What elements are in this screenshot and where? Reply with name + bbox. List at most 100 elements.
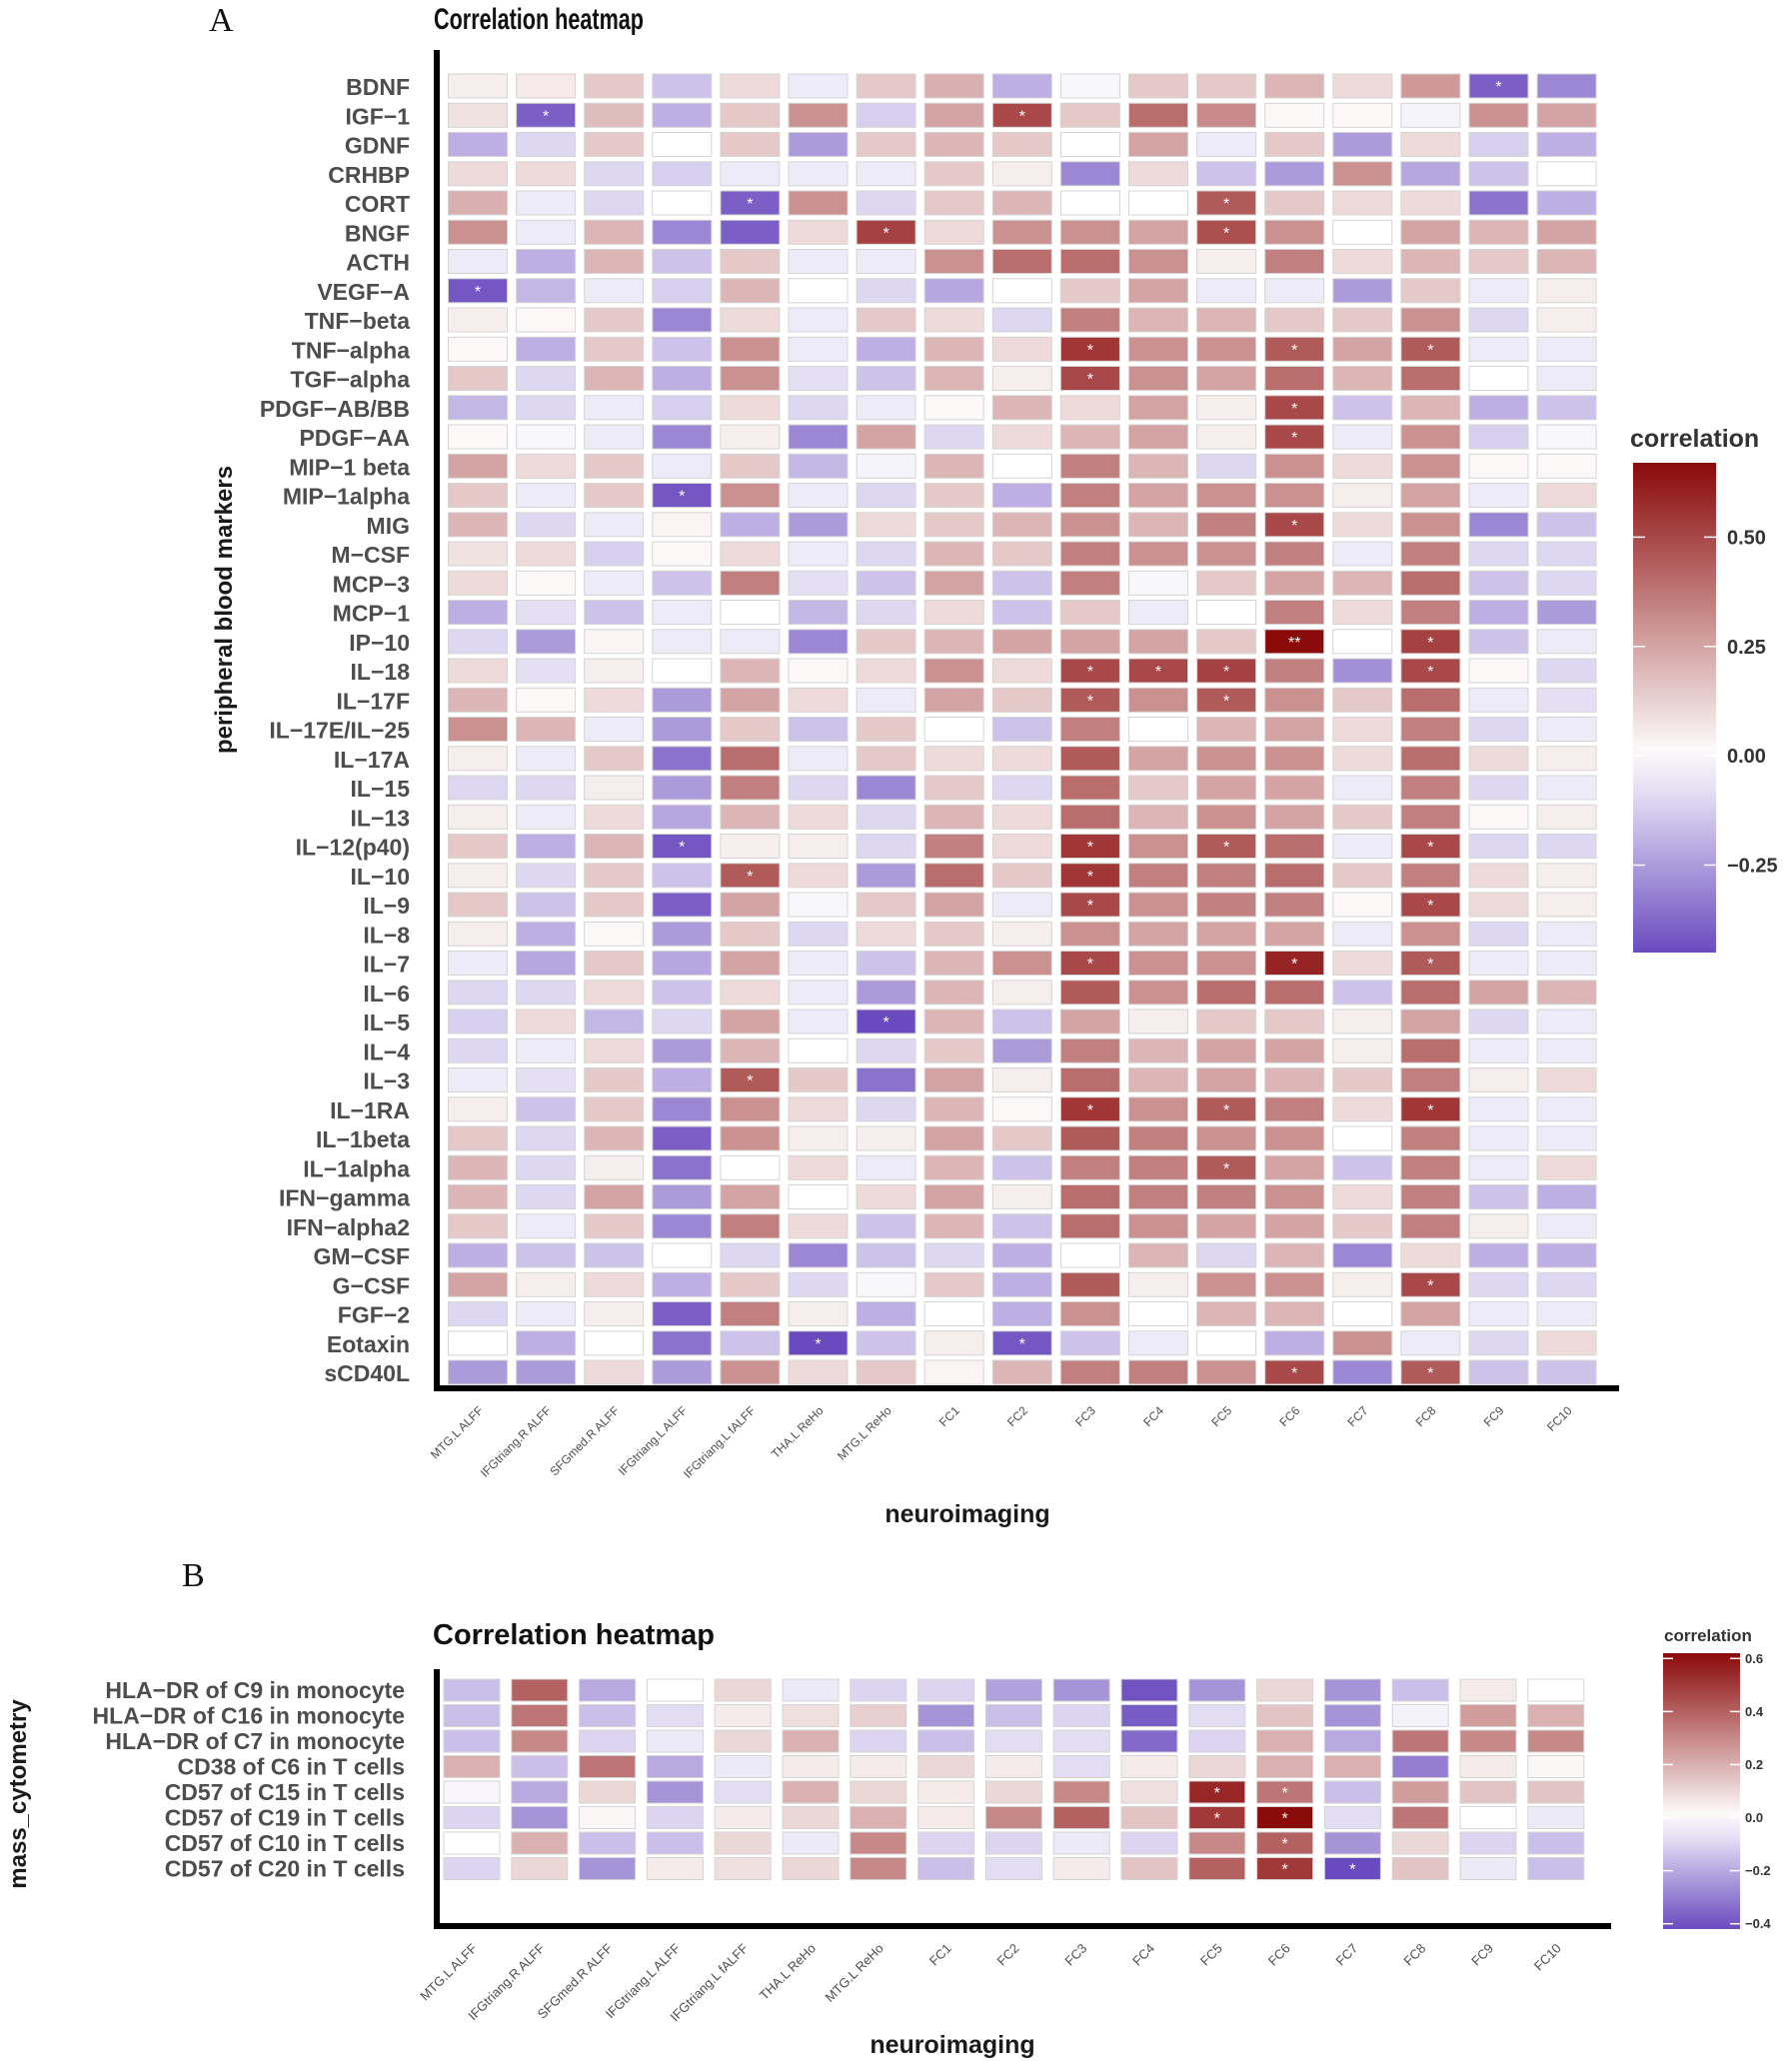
heatmap-cell [720,424,781,450]
heatmap-cell [1332,687,1393,713]
heatmap-cell [584,1271,645,1297]
heatmap-cell [448,717,508,742]
heatmap-cell [1128,834,1188,859]
heatmap-cell [448,1125,508,1151]
heatmap-cell [923,1125,984,1151]
significance-marker: * [815,1336,821,1353]
heatmap-cell [788,921,849,947]
heatmap-cell [652,395,713,421]
heatmap-cell [448,1184,508,1209]
heatmap-cell [720,1184,781,1209]
heatmap-cell [991,746,1052,772]
heatmap-cell [511,1729,569,1753]
heatmap-cell [1196,132,1257,157]
heatmap-cell [448,951,508,976]
heatmap-cell [991,863,1052,889]
heatmap-cell [1468,453,1529,479]
significance-marker: ** [1288,635,1300,652]
heatmap-cell [1468,1125,1529,1151]
heatmap-cell [714,1831,772,1855]
heatmap-cell [448,804,508,830]
heatmap-cell [1400,717,1461,742]
heatmap-cell [646,1831,704,1855]
heatmap-cell [1059,570,1120,596]
heatmap-cell [923,190,984,216]
heatmap-cell [1264,775,1325,801]
heatmap-cell [1400,1184,1461,1209]
heatmap-cell [720,219,781,245]
heatmap-cell [1332,600,1393,625]
heatmap-cell [923,1067,984,1092]
heatmap-cell [1400,1213,1461,1239]
heatmap-cell [1468,336,1529,362]
heatmap-cell [1128,424,1188,450]
heatmap-cell [1128,278,1188,304]
significance-marker: * [1087,840,1093,857]
heatmap-cell [1196,336,1257,362]
heatmap-cell [1332,1330,1393,1356]
heatmap-cell [788,1301,849,1326]
heatmap-cell [443,1857,501,1880]
heatmap-cell [1332,834,1393,859]
heatmap-cell [443,1704,501,1727]
heatmap-cell [443,1729,501,1753]
heatmap-cell [917,1678,975,1702]
heatmap-cell [1400,453,1461,479]
heatmap-cell [923,73,984,99]
heatmap-cell [1052,1806,1110,1829]
heatmap-cell [782,1806,840,1829]
significance-marker: * [1223,225,1229,242]
heatmap-cell [584,687,645,713]
heatmap-cell [1196,804,1257,830]
row-label: IL−1RA [330,1097,410,1123]
heatmap-cell [1536,1154,1597,1180]
heatmap-cell [1468,541,1529,567]
heatmap-cell [652,512,713,538]
heatmap-cell [788,1242,849,1268]
heatmap-cell [652,190,713,216]
row-label: IL−18 [351,659,411,685]
heatmap-cell [1400,1037,1461,1063]
heatmap-cell [1128,219,1188,245]
heatmap-cell [856,190,916,216]
heatmap-cell [720,1154,781,1180]
heatmap-cell [516,395,577,421]
significance-marker: * [1087,1102,1093,1119]
heatmap-cell [850,1857,907,1880]
heatmap-cell [584,249,645,274]
heatmap-cell [991,1213,1052,1239]
heatmap-cell [584,600,645,625]
heatmap-cell [1536,1359,1597,1385]
heatmap-cell [1400,1154,1461,1180]
heatmap-cell [1400,1096,1461,1122]
heatmap-cell [856,717,916,742]
heatmap-cell [1196,629,1257,655]
heatmap-cell [516,483,577,508]
row-label: IL−12(p40) [296,835,410,861]
heatmap-cell [1264,717,1325,742]
heatmap-cell [448,1359,508,1385]
heatmap-cell [1120,1729,1178,1753]
heatmap-cell [1264,249,1325,274]
heatmap-cell [720,366,781,391]
heatmap-cell [1059,1359,1120,1385]
heatmap-cell [1400,161,1461,187]
heatmap-cell [579,1678,637,1702]
heatmap-cell [1323,1806,1381,1829]
heatmap-cell [448,1037,508,1063]
row-label: BNGF [345,220,410,246]
row-label: BDNF [346,74,410,100]
heatmap-cell [1059,190,1120,216]
heatmap-cell [1332,1184,1393,1209]
significance-marker: * [1223,664,1229,681]
heatmap-cell [923,687,984,713]
heatmap-cell [1400,892,1461,918]
heatmap-cell [991,512,1052,538]
row-label: CD38 of C6 in T cells [177,1754,405,1780]
heatmap-cell [516,921,577,947]
row-label: CD57 of C20 in T cells [165,1856,405,1882]
heatmap-cell [1536,570,1597,596]
heatmap-cell [1059,1096,1120,1122]
heatmap-cell [788,190,849,216]
